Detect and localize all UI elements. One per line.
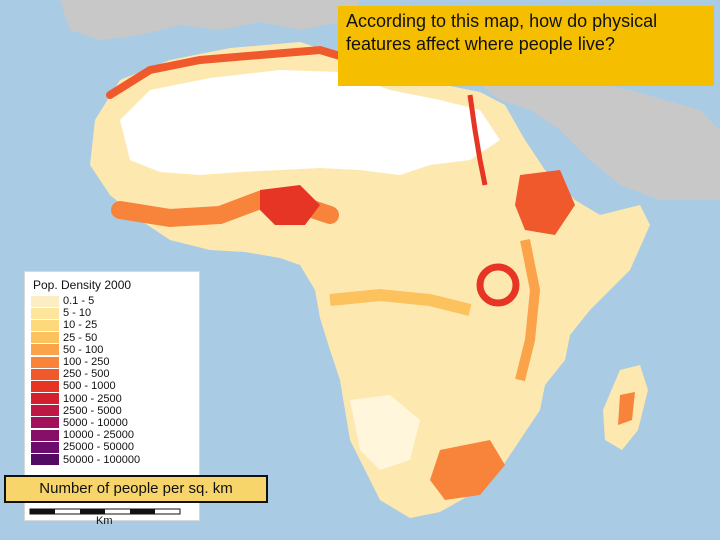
legend-label: 5 - 10: [63, 307, 92, 320]
legend-item: 25000 - 50000: [31, 441, 193, 453]
nigeria-core: [260, 185, 320, 225]
legend-item: 500 - 1000: [31, 380, 193, 392]
legend-label: 250 - 500: [63, 368, 110, 381]
middle-east-landmass: [480, 75, 720, 200]
legend-item: 50 - 100: [31, 344, 193, 356]
legend-item: 1000 - 2500: [31, 393, 193, 405]
legend-swatch: [31, 417, 59, 429]
scale-bar: [29, 508, 181, 515]
legend-item: 25 - 50: [31, 332, 193, 344]
legend-swatch: [31, 441, 59, 453]
legend-item: 10 - 25: [31, 319, 193, 331]
legend-label: 10000 - 25000: [63, 429, 134, 442]
namib-desert: [350, 395, 420, 470]
legend-swatch: [31, 307, 59, 319]
nile-band: [467, 94, 488, 186]
legend-item: 50000 - 100000: [31, 453, 193, 466]
scale-unit: Km: [96, 515, 113, 527]
mediterranean-coast-band: [106, 45, 364, 99]
legend-swatch: [31, 454, 59, 466]
legend-item: 250 - 500: [31, 368, 193, 380]
east-africa-band: [515, 239, 541, 382]
legend-label: 10 - 25: [63, 319, 98, 332]
legend-label: 50000 - 100000: [63, 453, 141, 466]
south-africa-band: [430, 440, 505, 500]
caption-text: Number of people per sq. km: [39, 480, 233, 497]
legend-item: 2500 - 5000: [31, 405, 193, 417]
legend-label: 50 - 100: [63, 343, 104, 356]
legend-label: 0.1 - 5: [63, 295, 95, 308]
legend-label: 500 - 1000: [63, 380, 116, 393]
madagascar-highlands: [618, 392, 635, 425]
legend-swatch: [31, 380, 59, 392]
lake-victoria-ring: [476, 263, 520, 307]
legend-label: 1000 - 2500: [63, 392, 122, 405]
legend-swatch: [31, 429, 59, 441]
legend-swatch: [31, 356, 59, 368]
legend-title: Pop. Density 2000: [33, 278, 132, 292]
legend-swatch: [31, 332, 59, 344]
sahara-desert: [120, 70, 500, 175]
legend-swatch: [31, 405, 59, 417]
legend-swatch: [31, 368, 59, 380]
legend-label: 100 - 250: [63, 356, 110, 369]
question-box: According to this map, how do physical f…: [338, 6, 714, 86]
legend-label: 5000 - 10000: [63, 416, 128, 429]
dense-areas: [106, 45, 635, 500]
legend-item: 5000 - 10000: [31, 417, 193, 429]
legend-swatch: [31, 344, 59, 356]
legend-item: 5 - 10: [31, 307, 193, 319]
legend-swatch: [31, 295, 59, 307]
ethiopia-highlands: [515, 170, 575, 235]
legend-caption: Number of people per sq. km: [4, 475, 268, 503]
europe-landmass: [60, 0, 360, 40]
legend-swatch: [31, 393, 59, 405]
legend-item: 100 - 250: [31, 356, 193, 368]
legend-item: 0.1 - 5: [31, 295, 193, 307]
legend-label: 25000 - 50000: [63, 441, 134, 454]
legend-item: 10000 - 25000: [31, 429, 193, 441]
question-text: According to this map, how do physical f…: [346, 11, 658, 54]
congo-band: [329, 288, 472, 316]
legend-label: 25 - 50: [63, 331, 98, 344]
legend-label: 2500 - 5000: [63, 404, 122, 417]
legend-swatch: [31, 319, 59, 331]
